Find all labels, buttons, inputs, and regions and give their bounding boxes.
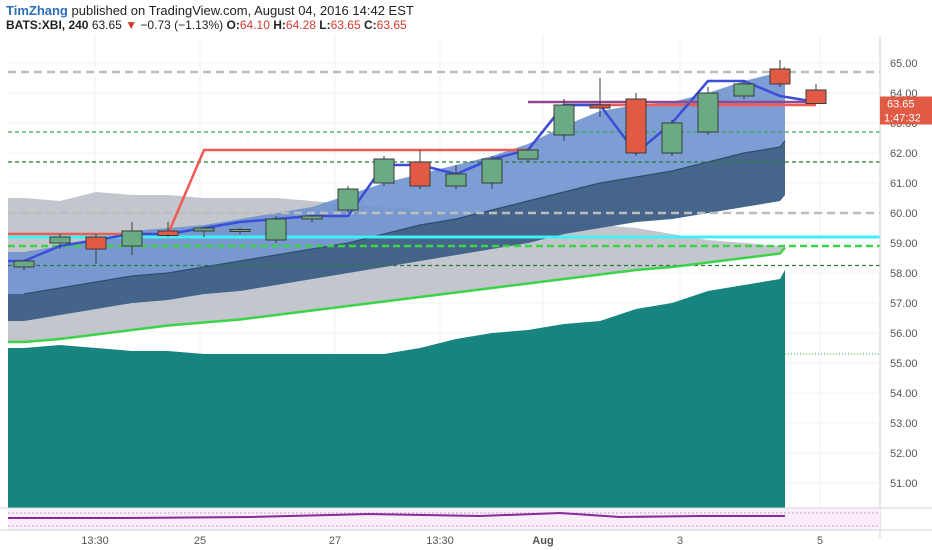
candle-body — [157, 230, 179, 236]
candle-body — [805, 89, 827, 104]
high-value: 64.28 — [285, 18, 316, 32]
candle-body — [733, 83, 755, 97]
candle-body — [517, 149, 539, 160]
teal-area — [8, 270, 785, 508]
candle-body — [373, 158, 395, 184]
time-tick-label: 5 — [817, 535, 823, 547]
price-tick-label: 60.00 — [890, 208, 918, 220]
price-tick-label: 62.00 — [890, 148, 918, 160]
price-chart[interactable]: 65.0064.0063.0062.0061.0060.0059.0058.00… — [0, 36, 932, 550]
candle-body — [481, 158, 503, 184]
low-label: L: — [319, 18, 331, 32]
time-tick-label: Aug — [532, 535, 553, 547]
candle-body — [445, 173, 467, 187]
candles — [13, 60, 827, 270]
blue-band — [8, 66, 785, 321]
close-value: 63.65 — [376, 18, 407, 32]
candle-body — [697, 92, 719, 133]
candle-body — [337, 188, 359, 211]
price-tick-label: 54.00 — [890, 388, 918, 400]
price-tick-label: 58.00 — [890, 268, 918, 280]
symbol-label[interactable]: BATS:XBI, 240 — [6, 18, 89, 32]
price-tick-label: 53.00 — [890, 418, 918, 430]
candle-body — [229, 229, 251, 232]
last-price-badge — [880, 96, 932, 111]
candle-body — [121, 230, 143, 247]
chart-header: TimZhang published on TradingView.com, A… — [0, 0, 932, 36]
price-tick-label: 61.00 — [890, 178, 918, 190]
candle-body — [589, 104, 611, 109]
ohlc-line: BATS:XBI, 240 63.65 ▼ −0.73 (−1.13%) O:6… — [6, 18, 407, 32]
last-price-label: 63.65 — [887, 99, 915, 111]
price-tick-label: 51.00 — [890, 478, 918, 490]
candle-body — [49, 236, 71, 244]
candle-body — [625, 98, 647, 154]
close-label: C: — [363, 18, 377, 32]
price-tick-label: 52.00 — [890, 448, 918, 460]
time-tick-label: 25 — [194, 535, 206, 547]
time-axis[interactable]: 13:30 25 27 13:30 Aug 3 5 — [81, 535, 823, 547]
price-axis[interactable]: 65.0064.0063.0062.0061.0060.0059.0058.00… — [879, 36, 932, 538]
sub-pane-bg — [8, 509, 880, 529]
time-tick-label: 13:30 — [426, 535, 454, 547]
last-price: 63.65 — [91, 18, 122, 32]
countdown-label: 1:47:32 — [884, 113, 921, 125]
publish-line: TimZhang published on TradingView.com, A… — [6, 3, 414, 18]
time-tick-label: 27 — [329, 535, 341, 547]
published-text: published on TradingView.com, August 04,… — [71, 3, 414, 18]
price-tick-label: 55.00 — [890, 358, 918, 370]
author-link[interactable]: TimZhang — [6, 3, 68, 18]
time-tick-label: 13:30 — [81, 535, 109, 547]
candle-body — [553, 104, 575, 136]
high-label: H: — [273, 18, 286, 32]
green-ma-line — [8, 246, 786, 344]
down-arrow-icon: ▼ — [125, 18, 138, 32]
horizontal-levels — [8, 70, 880, 355]
sub-oscillator-line — [8, 511, 785, 519]
candle-body — [13, 260, 35, 268]
countdown-badge — [880, 110, 932, 125]
price-tick-label: 56.00 — [890, 328, 918, 340]
time-tick-label: 3 — [677, 535, 683, 547]
change-value: −0.73 (−1.13%) — [140, 18, 224, 32]
price-tick-label: 57.00 — [890, 298, 918, 310]
candle-body — [193, 227, 215, 232]
price-tick-label: 59.00 — [890, 238, 918, 250]
open-label: O: — [226, 18, 240, 32]
candle-body — [769, 68, 791, 85]
band-mid-line — [23, 140, 786, 295]
sub-pane — [0, 507, 932, 531]
candle-body — [661, 122, 683, 154]
candle-body — [265, 218, 287, 241]
price-tick-label: 65.00 — [890, 58, 918, 70]
low-value: 63.65 — [330, 18, 361, 32]
candle-body — [301, 215, 323, 220]
open-value: 64.10 — [239, 18, 270, 32]
candle-body — [409, 161, 431, 187]
candle-body — [85, 236, 107, 250]
